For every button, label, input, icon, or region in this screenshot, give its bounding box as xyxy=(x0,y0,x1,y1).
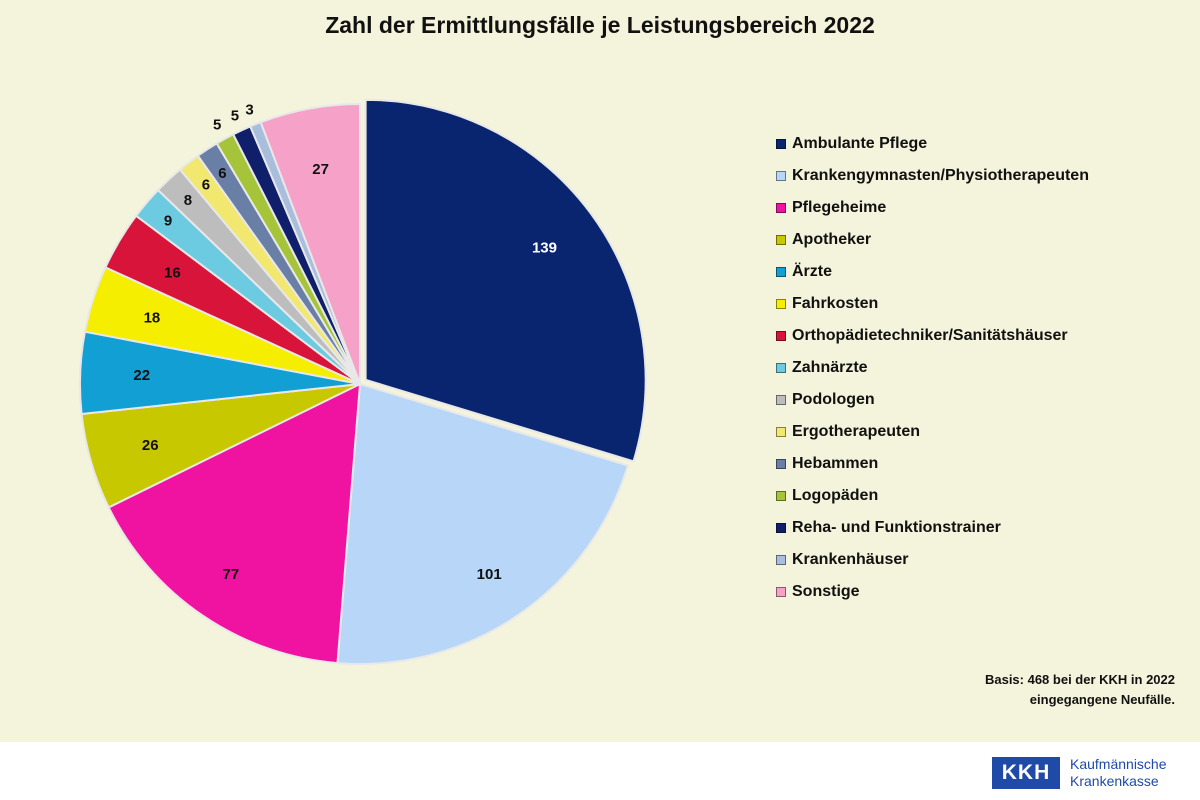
company-name-line1: Kaufmännische xyxy=(1070,756,1167,772)
basis-note-line1: Basis: 468 bei der KKH in 2022 xyxy=(984,672,1175,687)
legend-swatch xyxy=(776,587,786,597)
basis-note-line2: eingegangene Neufälle. xyxy=(1029,692,1175,707)
legend-label: Logopäden xyxy=(792,487,879,504)
pie-label-reha-und-funktionstrainer: 5 xyxy=(231,108,239,125)
legend-swatch xyxy=(776,363,786,373)
legend-label: Apotheker xyxy=(792,231,872,248)
legend-item-pflegeheime: Pflegeheime xyxy=(776,192,1196,224)
legend-label: Orthopädietechniker/Sanitätshäuser xyxy=(792,327,1068,344)
chart-area: Zahl der Ermittlungsfälle je Leistungsbe… xyxy=(0,0,1200,742)
legend-label: Krankengymnasten/Physiotherapeuten xyxy=(792,167,1089,184)
legend-item-krankenhaeuser: Krankenhäuser xyxy=(776,544,1196,576)
legend-label: Ambulante Pflege xyxy=(792,135,928,152)
legend-item-logopaeden: Logopäden xyxy=(776,480,1196,512)
pie-label-krankengymnasten-physiotherapeuten: 101 xyxy=(477,566,502,583)
pie-slice-krankengymnasten-physiotherapeuten xyxy=(336,382,630,665)
pie-label-apotheker: 26 xyxy=(142,437,159,454)
pie-label-logopaeden: 5 xyxy=(213,117,221,134)
legend-label: Podologen xyxy=(792,391,875,408)
pie-label-sonstige: 27 xyxy=(312,161,329,178)
pie-label-hebammen: 6 xyxy=(218,165,226,182)
legend-swatch xyxy=(776,395,786,405)
legend-swatch xyxy=(776,331,786,341)
company-name-line2: Krankenkasse xyxy=(1070,773,1159,789)
legend-swatch xyxy=(776,491,786,501)
legend-label: Zahnärzte xyxy=(792,359,868,376)
legend-label: Hebammen xyxy=(792,455,879,472)
pie-label-ergotherapeuten: 6 xyxy=(202,177,210,194)
legend-item-reha-und-funktionstrainer: Reha- und Funktionstrainer xyxy=(776,512,1196,544)
pie-label-ambulante-pflege: 139 xyxy=(532,239,557,256)
legend-label: Sonstige xyxy=(792,583,860,600)
pie-label-fahrkosten: 18 xyxy=(144,310,161,327)
legend-item-sonstige: Sonstige xyxy=(776,576,1196,608)
legend-item-fahrkosten: Fahrkosten xyxy=(776,288,1196,320)
legend-item-ambulante-pflege: Ambulante Pflege xyxy=(776,128,1196,160)
kkh-logo: KKH xyxy=(992,757,1060,789)
pie-slice-ambulante-pflege xyxy=(364,98,647,463)
legend-swatch xyxy=(776,427,786,437)
legend-swatch xyxy=(776,523,786,533)
legend-swatch xyxy=(776,555,786,565)
company-name: Kaufmännische Krankenkasse xyxy=(1070,756,1167,790)
pie-label-krankenhaeuser: 3 xyxy=(245,101,253,118)
legend-swatch xyxy=(776,139,786,149)
pie-label-podologen: 8 xyxy=(184,192,192,209)
legend-item-apotheker: Apotheker xyxy=(776,224,1196,256)
legend-item-krankengymnasten-physiotherapeuten: Krankengymnasten/Physiotherapeuten xyxy=(776,160,1196,192)
legend-item-orthopaedietechniker-sanitaetshaeuser: Orthopädietechniker/Sanitätshäuser xyxy=(776,320,1196,352)
pie-label-zahnaerzte: 9 xyxy=(164,213,172,230)
legend-label: Krankenhäuser xyxy=(792,551,909,568)
legend-item-aerzte: Ärzte xyxy=(776,256,1196,288)
legend-swatch xyxy=(776,299,786,309)
pie-slice-sonstige xyxy=(259,102,361,385)
chart-title: Zahl der Ermittlungsfälle je Leistungsbe… xyxy=(325,12,875,38)
legend-label: Ärzte xyxy=(792,263,833,280)
pie-slice-pflegeheime xyxy=(107,382,362,665)
legend-item-zahnaerzte: Zahnärzte xyxy=(776,352,1196,384)
basis-note: Basis: 468 bei der KKH in 2022 eingegang… xyxy=(985,670,1175,710)
legend-item-hebammen: Hebammen xyxy=(776,448,1196,480)
legend-label: Reha- und Funktionstrainer xyxy=(792,519,1001,536)
legend-item-podologen: Podologen xyxy=(776,384,1196,416)
legend: Ambulante Pflege Krankengymnasten/Physiot… xyxy=(776,128,1196,608)
pie-label-pflegeheime: 77 xyxy=(222,566,239,583)
legend-swatch xyxy=(776,235,786,245)
legend-label: Fahrkosten xyxy=(792,295,879,312)
legend-item-ergotherapeuten: Ergotherapeuten xyxy=(776,416,1196,448)
legend-label: Ergotherapeuten xyxy=(792,423,921,440)
legend-label: Pflegeheime xyxy=(792,199,887,216)
legend-swatch xyxy=(776,171,786,181)
pie-label-aerzte: 22 xyxy=(133,367,150,384)
pie-label-orthopaedietechniker-sanitaetshaeuser: 16 xyxy=(164,264,181,281)
legend-swatch xyxy=(776,459,786,469)
legend-swatch xyxy=(776,267,786,277)
legend-swatch xyxy=(776,203,786,213)
